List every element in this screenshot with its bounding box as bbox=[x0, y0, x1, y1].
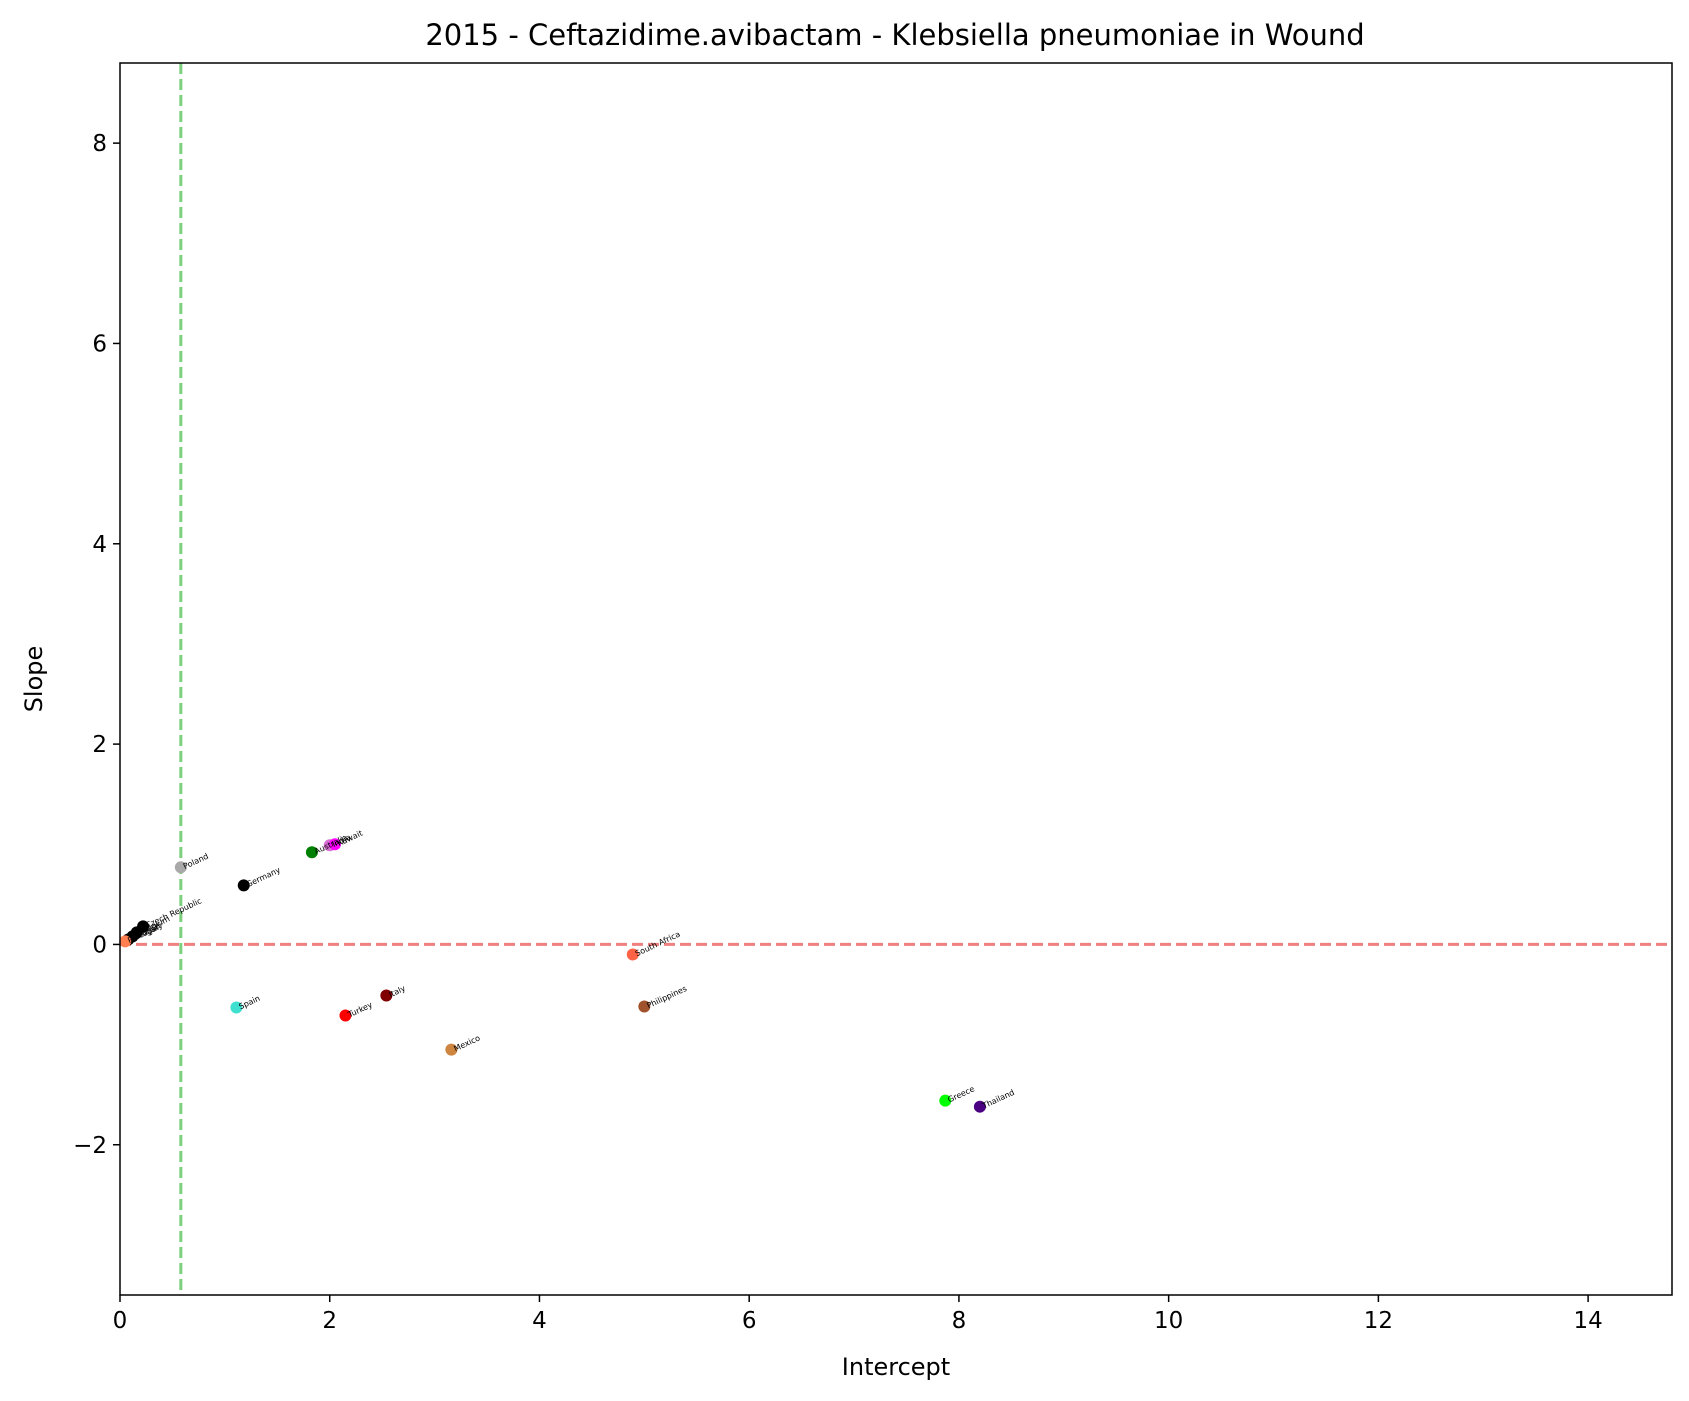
x-tick-label: 8 bbox=[952, 1308, 967, 1334]
x-tick-label: 4 bbox=[532, 1308, 547, 1334]
y-axis-ticks: −2 0 2 4 6 8 bbox=[73, 131, 120, 1159]
y-tick-label: 0 bbox=[92, 932, 107, 958]
y-tick-label: 6 bbox=[92, 331, 107, 357]
data-point bbox=[638, 1000, 651, 1013]
data-point bbox=[626, 948, 639, 961]
data-point bbox=[380, 989, 393, 1002]
reference-lines bbox=[120, 63, 1672, 1295]
y-tick-label: 2 bbox=[92, 732, 107, 758]
x-axis-title: Intercept bbox=[842, 1353, 950, 1381]
chart-title: 2015 - Ceftazidime.avibactam - Klebsiell… bbox=[425, 18, 1364, 52]
y-tick-label: −2 bbox=[73, 1133, 107, 1159]
data-point bbox=[119, 935, 132, 948]
data-point bbox=[939, 1094, 952, 1107]
data-point bbox=[339, 1009, 352, 1022]
data-point bbox=[973, 1100, 986, 1113]
x-tick-label: 12 bbox=[1364, 1308, 1393, 1334]
plot-area bbox=[120, 63, 1672, 1295]
x-tick-label: 14 bbox=[1573, 1308, 1602, 1334]
data-point bbox=[174, 861, 187, 874]
data-points bbox=[119, 838, 986, 1113]
data-point bbox=[445, 1043, 458, 1056]
data-point bbox=[328, 838, 341, 851]
data-point bbox=[305, 846, 318, 859]
y-axis-title: Slope bbox=[20, 646, 48, 713]
y-tick-label: 4 bbox=[92, 532, 107, 558]
y-tick-label: 8 bbox=[92, 131, 107, 157]
x-tick-label: 10 bbox=[1154, 1308, 1183, 1334]
x-tick-label: 2 bbox=[322, 1308, 337, 1334]
x-tick-label: 6 bbox=[742, 1308, 757, 1334]
data-point bbox=[230, 1001, 243, 1014]
x-axis-ticks: 0 2 4 6 8 10 12 14 bbox=[113, 1295, 1603, 1334]
data-point bbox=[237, 879, 250, 892]
plot-frame bbox=[119, 62, 1673, 1296]
x-tick-label: 0 bbox=[113, 1308, 128, 1334]
